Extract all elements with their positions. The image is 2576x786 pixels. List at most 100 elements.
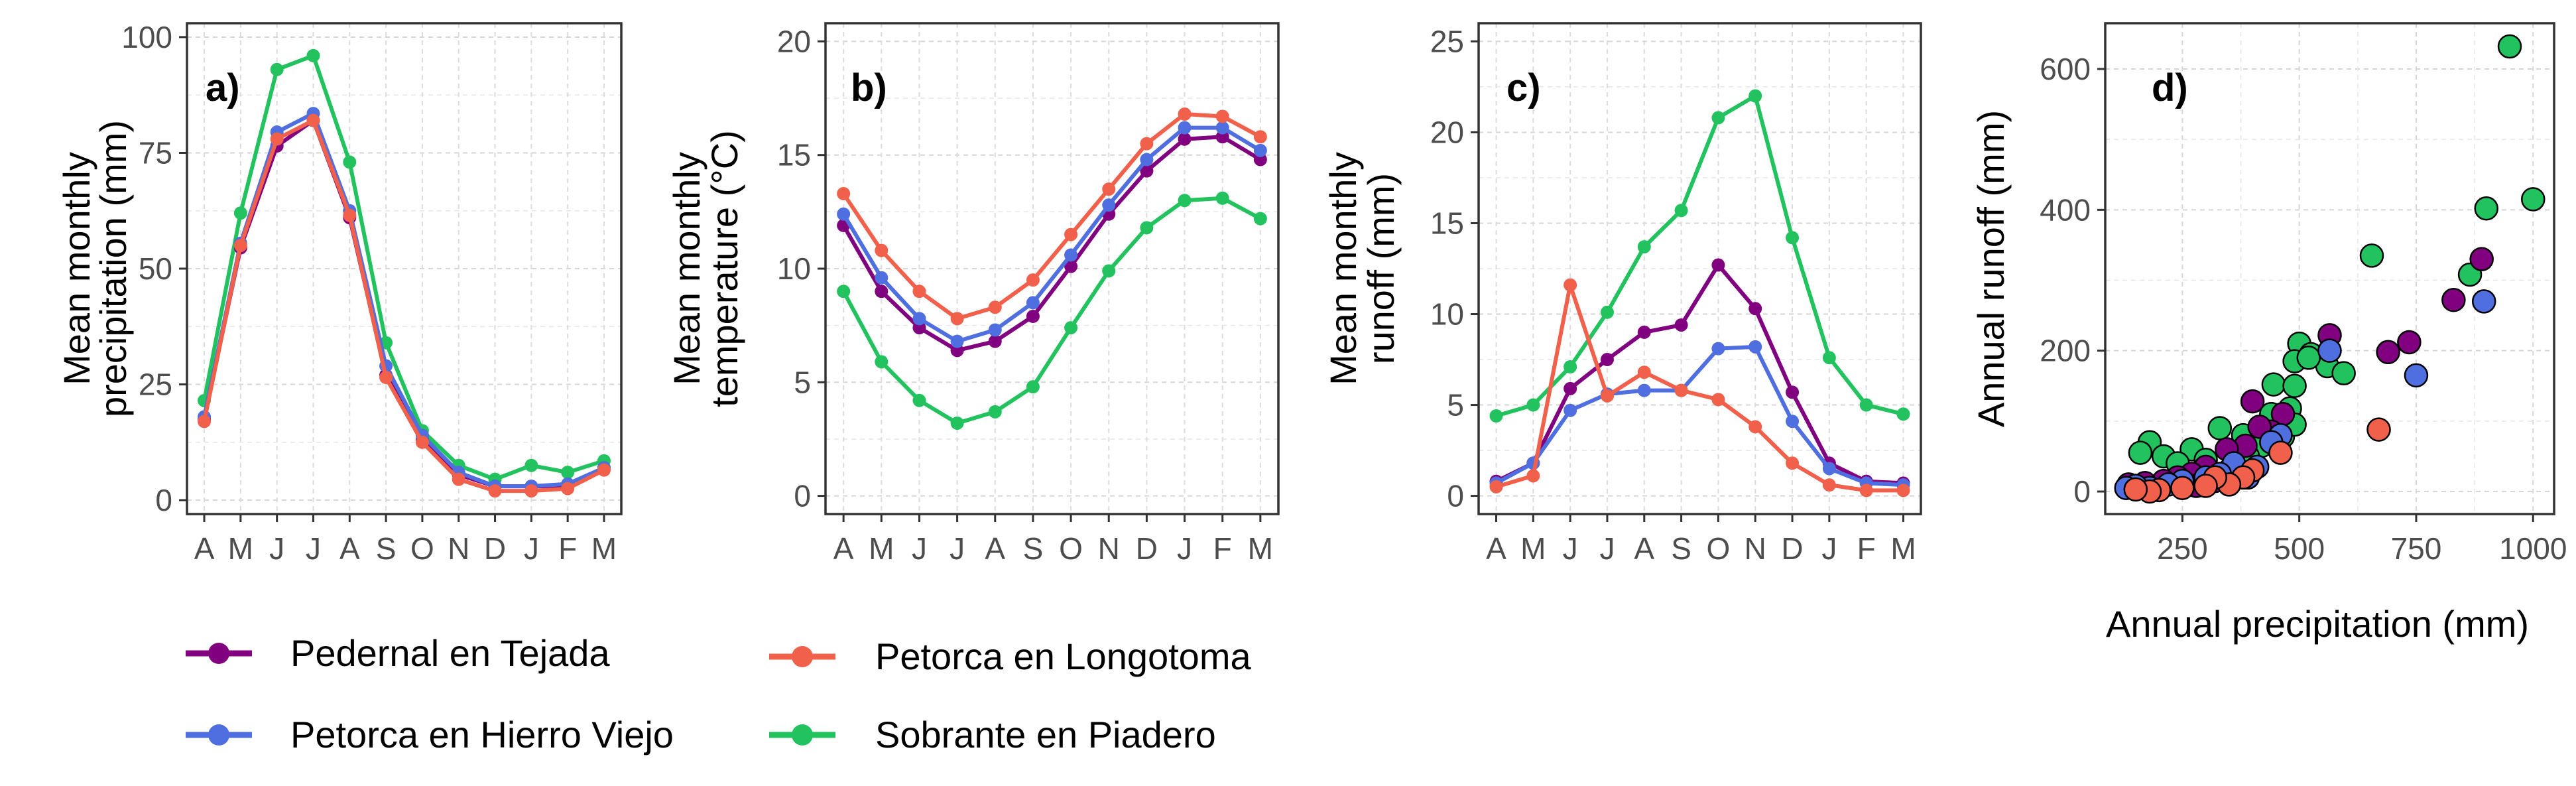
data-point-longotoma bbox=[415, 435, 429, 449]
data-point-sobrante bbox=[950, 416, 964, 430]
data-point-sobrante bbox=[988, 405, 1002, 419]
legend: Pedernal en Tejada Petorca en Hierro Vie… bbox=[186, 632, 1251, 755]
data-point-hierro bbox=[1253, 143, 1267, 157]
data-point-longotoma bbox=[1178, 107, 1192, 121]
y-tick-label: 50 bbox=[139, 251, 172, 286]
x-tick-label: J bbox=[306, 531, 321, 566]
data-point-sobrante bbox=[1748, 89, 1762, 103]
plot-frame-b bbox=[824, 22, 1280, 515]
series-line-sobrante bbox=[1495, 94, 1904, 418]
scatter-point-sobrante bbox=[2128, 440, 2153, 465]
data-point-longotoma bbox=[988, 300, 1002, 314]
series-group-c bbox=[1489, 89, 1910, 497]
scatter-point-longotoma bbox=[2366, 417, 2391, 442]
scatter-point-pedernal bbox=[2441, 287, 2466, 312]
y-tick-label: 0 bbox=[794, 479, 811, 513]
x-tick-label: J bbox=[1821, 531, 1837, 566]
panel-label-c: c) bbox=[1506, 66, 1541, 109]
scatter-point-sobrante bbox=[2261, 372, 2286, 397]
x-tick-label: M bbox=[591, 531, 617, 566]
x-tick-label: D bbox=[1781, 531, 1803, 566]
data-point-longotoma bbox=[1748, 420, 1762, 434]
data-point-hierro bbox=[875, 271, 889, 285]
data-point-longotoma bbox=[1600, 389, 1614, 403]
scatter-point-longotoma bbox=[2193, 474, 2218, 498]
data-point-sobrante bbox=[1526, 398, 1540, 412]
data-point-longotoma bbox=[488, 484, 502, 498]
data-point-longotoma bbox=[306, 113, 320, 127]
scatter-point-sobrante bbox=[2331, 361, 2356, 385]
x-tick-label: N bbox=[1745, 531, 1766, 566]
scatter-point-sobrante bbox=[2282, 373, 2307, 399]
x-tick-label: J bbox=[1563, 531, 1578, 566]
scatter-point-sobrante bbox=[2207, 416, 2233, 440]
legend-label-longotoma: Petorca en Longotoma bbox=[875, 635, 1251, 677]
grid-a bbox=[187, 23, 621, 514]
y-tick-label: 0 bbox=[155, 483, 172, 517]
plot-frame-d bbox=[2104, 22, 2555, 515]
data-point-sobrante bbox=[524, 458, 538, 472]
data-point-sobrante bbox=[1215, 191, 1229, 205]
scatter-point-longotoma bbox=[2123, 477, 2148, 502]
x-tick-label: F bbox=[1857, 531, 1876, 566]
x-tick-label: A bbox=[194, 531, 215, 566]
x-tick-label: J bbox=[912, 531, 927, 566]
data-point-longotoma bbox=[597, 463, 611, 477]
y-tick-label: 5 bbox=[794, 365, 811, 399]
data-point-pedernal bbox=[875, 285, 889, 298]
data-point-sobrante bbox=[1859, 398, 1873, 412]
scatter-point-longotoma bbox=[2170, 476, 2195, 500]
data-point-longotoma bbox=[233, 239, 247, 253]
x-tick-label: N bbox=[1098, 531, 1120, 566]
y-tick-label: 75 bbox=[139, 135, 172, 170]
x-tick-label: M bbox=[869, 531, 894, 566]
series-line-hierro bbox=[1495, 344, 1904, 488]
data-point-longotoma bbox=[1140, 137, 1154, 151]
y-tick-label: 5 bbox=[1447, 388, 1464, 423]
data-point-pedernal bbox=[1748, 302, 1762, 316]
data-point-pedernal bbox=[1786, 385, 1800, 399]
scatter-point-hierro bbox=[2471, 289, 2496, 314]
legend-entry-pedernal: Pedernal en Tejada bbox=[186, 632, 610, 674]
data-point-sobrante bbox=[1253, 212, 1267, 226]
data-point-hierro bbox=[1140, 153, 1154, 166]
data-point-sobrante bbox=[1489, 409, 1503, 423]
x-tick-label: A bbox=[1634, 531, 1654, 566]
x-tick-label: M bbox=[228, 531, 253, 566]
legend-label-pedernal: Pedernal en Tejada bbox=[290, 632, 610, 674]
scatter-point-pedernal bbox=[2240, 389, 2265, 414]
data-point-hierro bbox=[912, 312, 926, 326]
data-point-longotoma bbox=[1822, 478, 1836, 492]
data-point-longotoma bbox=[1674, 383, 1688, 397]
x-tick-label: M bbox=[1248, 531, 1273, 566]
data-point-hierro bbox=[1822, 462, 1836, 476]
data-point-sobrante bbox=[1674, 204, 1688, 218]
data-point-pedernal bbox=[1674, 318, 1688, 332]
data-point-sobrante bbox=[1600, 305, 1614, 319]
y-tick-label: 15 bbox=[1430, 206, 1464, 240]
series-line-pedernal bbox=[1495, 263, 1904, 486]
legend-entry-longotoma: Petorca en Longotoma bbox=[769, 635, 1251, 677]
data-point-longotoma bbox=[837, 186, 851, 200]
data-point-longotoma bbox=[524, 484, 538, 498]
y-tick-label: 400 bbox=[2040, 192, 2091, 227]
x-tick-label: A bbox=[339, 531, 360, 566]
scatter-point-sobrante bbox=[2296, 346, 2321, 370]
data-point-pedernal bbox=[1140, 164, 1154, 178]
x-tick-label: J bbox=[1177, 531, 1192, 566]
data-point-sobrante bbox=[1140, 221, 1154, 235]
data-point-hierro bbox=[1064, 248, 1078, 262]
y-tick-label: 200 bbox=[2040, 334, 2091, 368]
data-point-pedernal bbox=[1064, 259, 1078, 273]
data-point-longotoma bbox=[270, 132, 284, 146]
data-point-longotoma bbox=[1102, 182, 1116, 196]
data-point-sobrante bbox=[837, 285, 851, 298]
data-point-longotoma bbox=[1859, 484, 1873, 497]
data-point-hierro bbox=[1786, 415, 1800, 428]
x-tick-label: S bbox=[1023, 531, 1044, 566]
x-tick-label: N bbox=[448, 531, 469, 566]
scatter-point-sobrante bbox=[2359, 243, 2384, 268]
scatter-point-hierro bbox=[2317, 338, 2342, 363]
